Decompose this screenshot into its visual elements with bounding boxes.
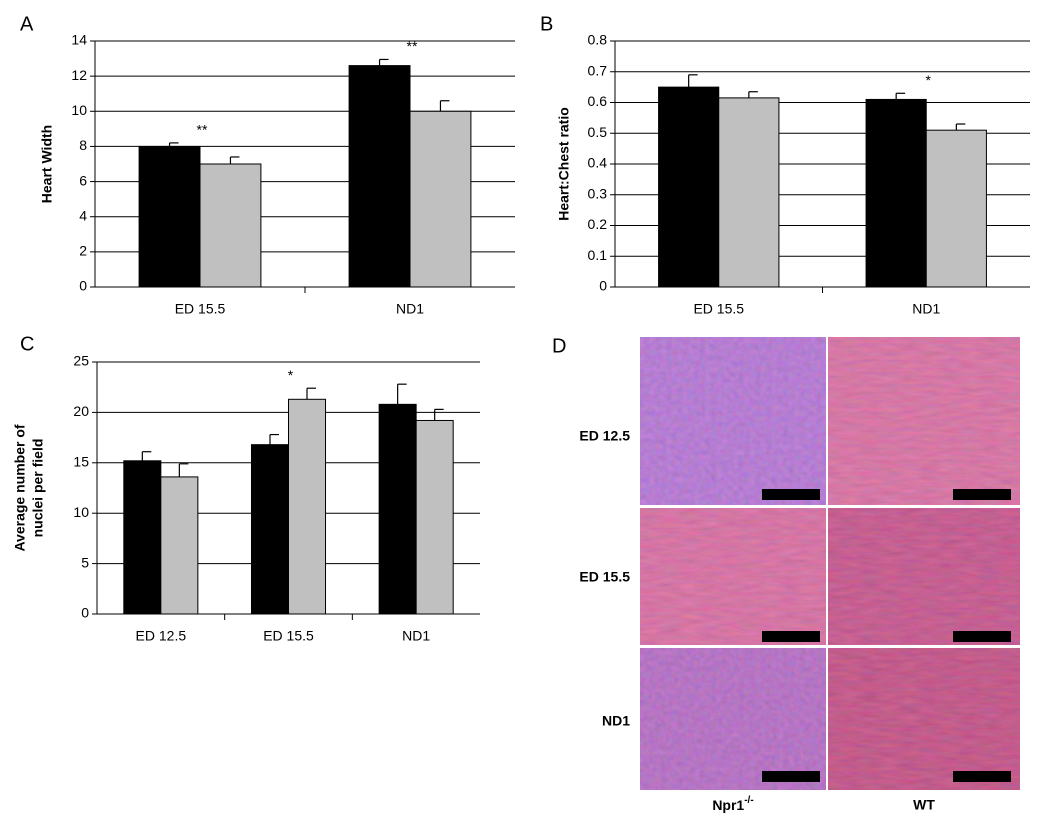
x-tick-label: ED 15.5	[263, 628, 314, 644]
bar	[409, 110, 472, 288]
row-label: ED 15.5	[579, 569, 630, 585]
error-bar	[378, 58, 389, 66]
bar	[138, 145, 201, 288]
y-axis-title: Heart:Chest ratio	[556, 107, 572, 221]
image-texture	[828, 508, 1020, 645]
bar	[415, 419, 454, 615]
y-tick-label: 0.7	[588, 62, 608, 78]
error-bar	[434, 408, 444, 421]
error-bar	[269, 433, 279, 445]
bar	[160, 476, 199, 615]
row-label: ED 12.5	[579, 428, 630, 444]
panel-label: B	[540, 13, 553, 35]
y-tick-label: 10	[71, 102, 87, 118]
y-tick-label: 14	[71, 32, 87, 48]
y-tick-label: 0.3	[588, 185, 608, 201]
histology-grid: D ED 12.5 ED 15.5 ND1 Npr1-/- WT	[552, 335, 1020, 813]
y-tick-label: 0.8	[588, 32, 608, 48]
panel-label: C	[20, 333, 34, 355]
panel-label: A	[20, 13, 34, 35]
bar	[378, 403, 417, 615]
error-bar	[397, 383, 407, 405]
scale-bar	[953, 771, 1011, 782]
bar	[348, 65, 411, 288]
x-tick-label: ND1	[912, 301, 940, 317]
y-tick-label: 0.2	[588, 216, 608, 232]
x-tick-label: ED 15.5	[693, 301, 744, 317]
y-tick-label: 4	[79, 207, 87, 223]
scale-bar	[953, 489, 1011, 500]
column-label-text: Npr1	[712, 797, 744, 813]
bar	[123, 460, 162, 615]
y-tick-label: 2	[79, 243, 87, 259]
image-texture	[640, 648, 826, 790]
column-label-sup: -/-	[744, 795, 753, 806]
x-tick-label: ND1	[396, 301, 424, 317]
bar	[658, 86, 720, 288]
y-tick-label: 0	[81, 605, 89, 621]
image-texture	[828, 337, 1020, 505]
image-texture	[640, 508, 826, 645]
x-tick-label: ED 12.5	[136, 628, 187, 644]
y-tick-label: 8	[79, 137, 87, 153]
error-bar	[141, 451, 152, 461]
scale-bar	[953, 631, 1011, 642]
y-tick-label: 0	[79, 278, 87, 294]
error-bar	[895, 92, 906, 100]
y-tick-label: 0.6	[588, 93, 608, 109]
significance-label: *	[926, 72, 932, 88]
y-tick-label: 15	[73, 454, 89, 470]
significance-label: **	[197, 122, 208, 138]
y-tick-label: 0	[599, 278, 607, 294]
row-label: ND1	[602, 713, 630, 729]
error-bar	[439, 100, 450, 112]
y-tick-label: 0.5	[588, 124, 608, 140]
y-tick-label: 12	[71, 67, 87, 83]
y-tick-label: 25	[73, 353, 89, 369]
x-tick-label: ED 15.5	[175, 301, 226, 317]
bar	[925, 129, 987, 288]
y-axis-title: Heart Width	[39, 125, 55, 203]
image-texture	[828, 648, 1020, 790]
y-axis-title: Average number of	[12, 424, 28, 551]
y-tick-label: 0.4	[588, 155, 608, 171]
y-tick-label: 10	[73, 504, 89, 520]
bar	[199, 163, 262, 288]
x-tick-label: ND1	[402, 628, 430, 644]
column-label: WT	[913, 797, 935, 813]
image-texture	[640, 337, 826, 505]
error-bar	[229, 156, 240, 164]
bar	[718, 97, 780, 288]
bar	[288, 398, 327, 615]
bar	[865, 98, 927, 288]
significance-label: **	[407, 38, 418, 54]
y-tick-label: 0.1	[588, 247, 608, 263]
significance-label: *	[288, 367, 294, 383]
error-bar	[306, 387, 317, 400]
scale-bar	[762, 489, 820, 500]
error-bar	[748, 91, 758, 98]
bar	[250, 444, 290, 615]
error-bar	[955, 123, 966, 131]
error-bar	[688, 74, 698, 88]
column-label: Npr1-/-	[712, 795, 753, 813]
scale-bar	[762, 631, 820, 642]
scale-bar	[762, 771, 820, 782]
y-axis-title: nuclei per field	[30, 439, 46, 538]
panel-label: D	[552, 335, 566, 357]
y-tick-label: 20	[73, 403, 89, 419]
error-bar	[168, 142, 179, 147]
y-tick-label: 5	[81, 554, 89, 570]
y-tick-label: 6	[79, 172, 87, 188]
error-bar	[178, 463, 189, 477]
